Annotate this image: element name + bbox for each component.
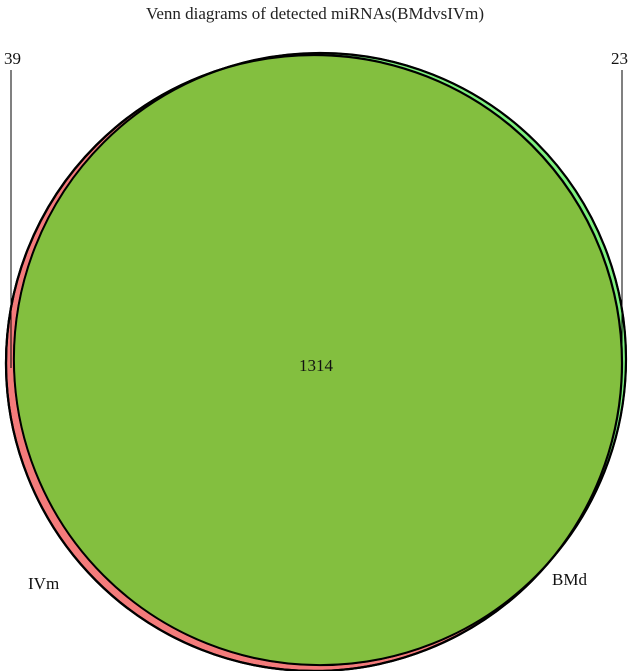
intersection-region [14, 55, 622, 665]
intersection-count: 1314 [299, 356, 334, 375]
ivm-only-count: 39 [4, 49, 21, 68]
bmd-only-count: 23 [611, 49, 628, 68]
set-label-bmd: BMd [552, 570, 587, 589]
diagram-title: Venn diagrams of detected miRNAs(BMdvsIV… [146, 4, 484, 23]
set-label-ivm: IVm [28, 574, 59, 593]
set-outline-bmd [13, 52, 627, 666]
